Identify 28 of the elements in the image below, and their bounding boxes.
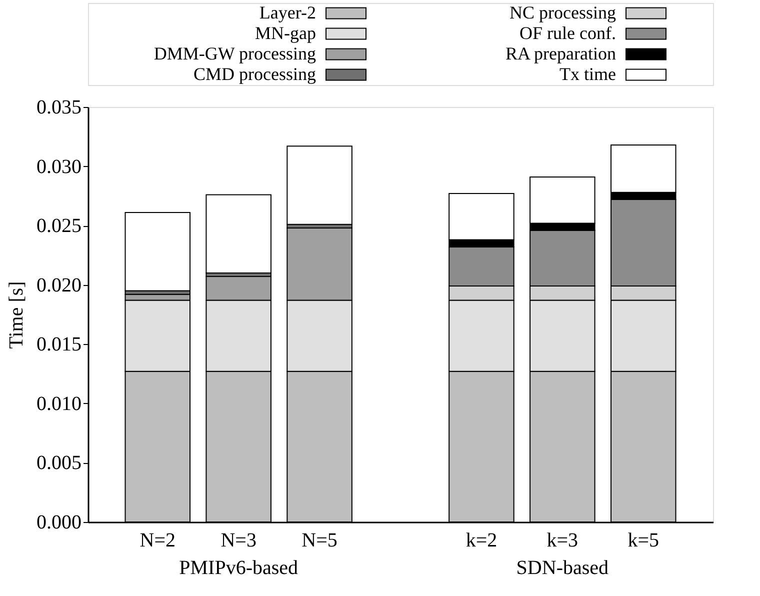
y-tick-label: 0.010 <box>36 392 82 415</box>
y-tick-label: 0.005 <box>36 452 82 474</box>
y-tick-label: 0.015 <box>36 334 82 356</box>
y-tick-label: 0.025 <box>36 215 82 238</box>
x-tick-label: N=3 <box>220 530 256 552</box>
bar <box>124 212 191 292</box>
legend-label: RA preparation <box>506 43 616 64</box>
bar <box>286 146 352 225</box>
x-tick-label: N=5 <box>302 530 338 552</box>
legend-label: DMM-GW processing <box>154 43 316 64</box>
y-axis-title: Time [s] <box>6 281 28 349</box>
x-tick-label: k=5 <box>628 530 660 552</box>
text: SDN-based <box>516 557 609 579</box>
legend-label: MN-gap <box>255 22 316 43</box>
y-tick-label: 0.000 <box>36 512 82 534</box>
y-tick-label: 0.020 <box>36 274 82 296</box>
x-tick-label: k=3 <box>546 530 578 552</box>
bar <box>206 194 272 274</box>
legend-label: Tx time <box>560 64 616 84</box>
x-tick-label: k=2 <box>466 530 498 552</box>
legend-label: NC processing <box>510 2 616 22</box>
legend-label: OF rule conf. <box>520 22 616 43</box>
x-tick-label: N=2 <box>140 530 176 552</box>
legend-label: Layer-2 <box>259 2 316 22</box>
legend-label: CMD processing <box>194 64 316 84</box>
y-tick-label: 0.035 <box>36 96 82 118</box>
text: PMIPv6-based <box>179 557 298 579</box>
y-tick-label: 0.030 <box>36 156 82 178</box>
